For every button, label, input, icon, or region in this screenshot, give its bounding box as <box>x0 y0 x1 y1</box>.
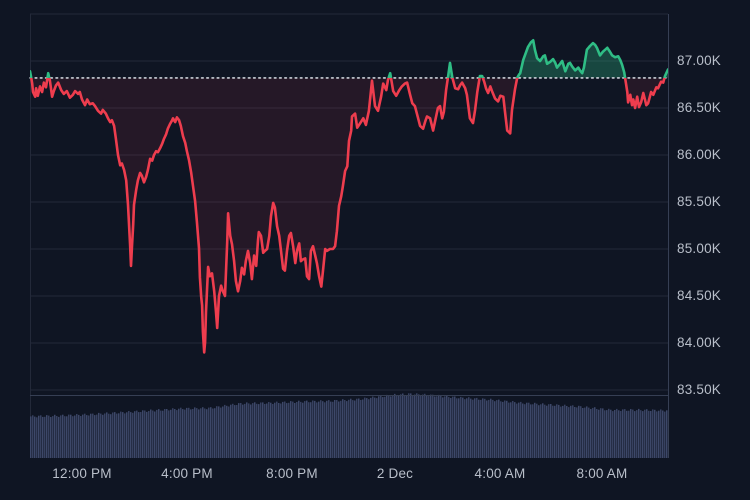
price-line <box>30 39 668 354</box>
y-axis-label: 86.00K <box>677 147 721 162</box>
x-axis-label: 4:00 PM <box>161 466 213 481</box>
y-axis-label: 87.00K <box>677 53 721 68</box>
price-area-fills <box>30 40 668 353</box>
y-axis-label: 85.00K <box>677 241 721 256</box>
y-axis-label: 86.50K <box>677 100 721 115</box>
axis-lines <box>30 14 669 458</box>
y-axis-label: 83.50K <box>677 382 721 397</box>
x-axis-label: 4:00 AM <box>474 466 526 481</box>
y-axis-label: 84.50K <box>677 288 721 303</box>
x-axis-label: 2 Dec <box>376 466 414 481</box>
x-axis-label: 8:00 PM <box>266 466 318 481</box>
y-axis-label: 85.50K <box>677 194 721 209</box>
x-axis-label: 8:00 AM <box>576 466 628 481</box>
gridlines <box>30 13 668 458</box>
x-axis-label: 12:00 PM <box>52 466 112 481</box>
volume-band <box>30 393 668 458</box>
y-axis-label: 84.00K <box>677 335 721 350</box>
